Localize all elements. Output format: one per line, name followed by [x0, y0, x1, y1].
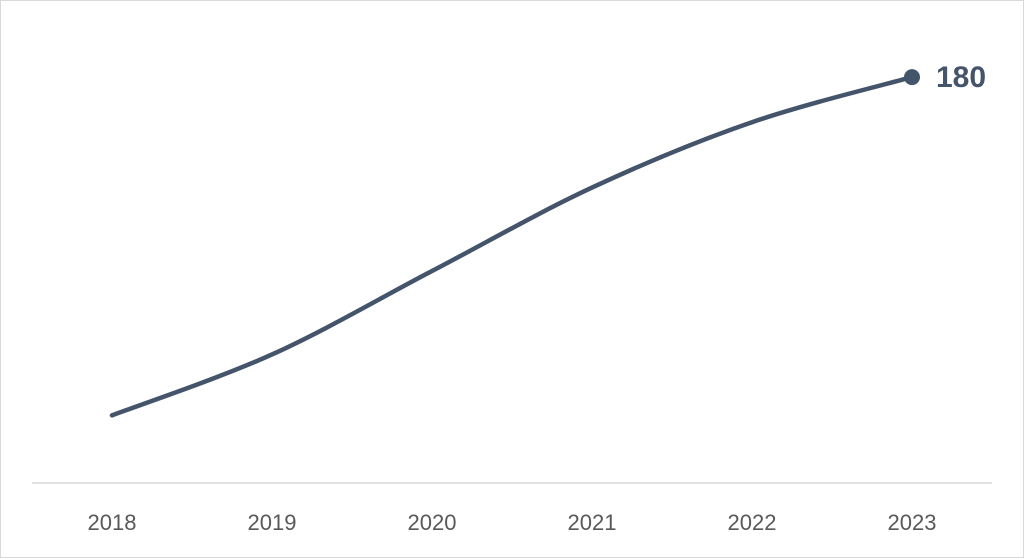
- end-marker: [904, 69, 920, 86]
- x-tick-label: 2019: [248, 510, 297, 535]
- x-tick-label: 2020: [408, 510, 457, 535]
- line: [109, 74, 915, 418]
- x-tick-label: 2018: [88, 510, 137, 535]
- x-tick-label: 2022: [728, 510, 777, 535]
- x-tick-label: 2021: [568, 510, 617, 535]
- value-label: 180: [936, 61, 986, 94]
- x-tick-label: 2023: [888, 510, 937, 535]
